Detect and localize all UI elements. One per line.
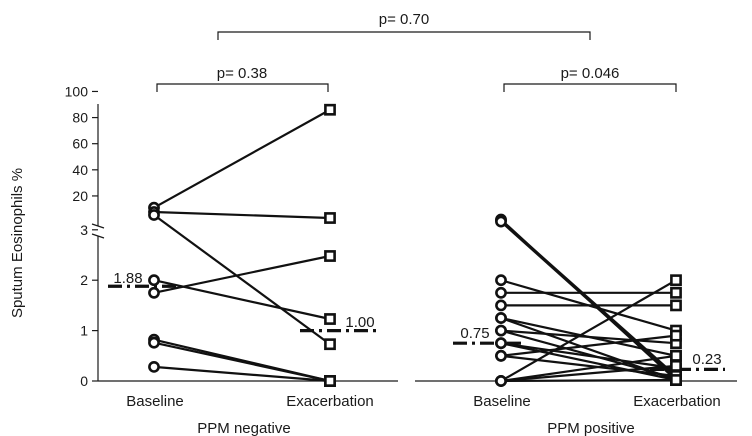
y-tick-label: 40	[72, 162, 88, 178]
median-lines	[108, 284, 725, 372]
baseline-point	[148, 360, 160, 373]
exacerbation-point	[670, 299, 682, 312]
x-label-exacerbation-right: Exacerbation	[633, 393, 721, 410]
pair-line	[500, 342, 677, 370]
y-tick-label: 60	[72, 136, 88, 152]
y-axis-break-mark-1	[91, 223, 105, 229]
median-label-ppm-negative-baseline: 1.88	[113, 270, 142, 287]
exacerbation-point	[324, 313, 336, 325]
y-tick-label: 80	[72, 110, 88, 126]
p-value-overall: p= 0.70	[379, 11, 429, 28]
pair-line	[500, 220, 677, 380]
pair-line	[500, 378, 677, 383]
y-tick-label: 100	[65, 83, 89, 99]
baseline-point	[495, 375, 507, 387]
paired-lines	[153, 108, 677, 383]
pair-line	[153, 214, 331, 346]
pair-line	[500, 279, 677, 382]
baseline-point	[495, 299, 507, 312]
y-tick-label: 20	[72, 188, 88, 204]
baseline-point	[495, 215, 507, 228]
exacerbation-point	[324, 375, 336, 387]
baseline-point	[148, 336, 160, 349]
pair-line	[500, 342, 677, 382]
baseline-point	[495, 312, 507, 324]
x-label-baseline-left: Baseline	[126, 393, 184, 410]
median-label-ppm-positive-exacerbation: 0.23	[692, 351, 721, 368]
median-label-ppm-positive-baseline: 0.75	[460, 325, 489, 342]
median-label-ppm-negative-exacerbation: 1.00	[345, 314, 374, 331]
y-tick-label: 3	[80, 222, 88, 238]
exacerbation-point	[670, 286, 682, 299]
y-ticks: 0 1 2 3 20 40 60 80 100	[65, 83, 98, 389]
baseline-point	[495, 349, 507, 362]
y-axis-break-mark-2	[91, 233, 105, 239]
exacerbation-point	[324, 338, 336, 351]
pair-line	[500, 354, 677, 383]
x-label-exacerbation-left: Exacerbation	[286, 393, 374, 410]
pair-line	[500, 334, 677, 357]
p-value-ppm-negative: p= 0.38	[217, 65, 267, 82]
pair-line	[500, 329, 677, 380]
bracket-ppm-positive	[503, 83, 677, 92]
x-label-baseline-right: Baseline	[473, 393, 531, 410]
exacerbation-point	[670, 274, 682, 287]
data-points	[148, 103, 682, 387]
pair-line	[153, 254, 331, 294]
pair-line	[500, 329, 677, 345]
pair-line	[153, 210, 331, 220]
baseline-point	[495, 337, 507, 350]
y-tick-label: 1	[80, 323, 88, 339]
pair-line	[500, 354, 677, 378]
exacerbation-point	[670, 359, 682, 372]
exacerbation-point	[324, 212, 336, 224]
bracket-overall	[217, 31, 591, 40]
group-label-ppm-positive: PPM positive	[547, 420, 635, 436]
baseline-point	[148, 286, 160, 299]
y-axis-label: Sputum Eosinophils %	[9, 168, 26, 318]
pair-line	[153, 108, 331, 209]
group-label-ppm-negative: PPM negative	[197, 420, 290, 436]
baseline-point	[495, 324, 507, 337]
exacerbation-point	[324, 250, 336, 262]
y-tick-label: 2	[80, 272, 88, 288]
exacerbation-point	[670, 349, 682, 362]
y-tick-label: 0	[80, 373, 88, 389]
pair-line	[153, 365, 331, 383]
baseline-point	[495, 274, 507, 287]
bracket-ppm-negative	[156, 83, 329, 92]
pair-line	[153, 341, 331, 383]
baseline-point	[148, 209, 160, 221]
exacerbation-point	[670, 374, 682, 386]
baseline-point	[495, 286, 507, 299]
pair-line	[153, 279, 331, 321]
exacerbation-point	[670, 329, 682, 342]
baseline-point	[148, 274, 160, 287]
exacerbation-point	[324, 103, 336, 116]
p-value-ppm-positive: p= 0.046	[561, 65, 620, 82]
pair-line	[500, 364, 677, 383]
